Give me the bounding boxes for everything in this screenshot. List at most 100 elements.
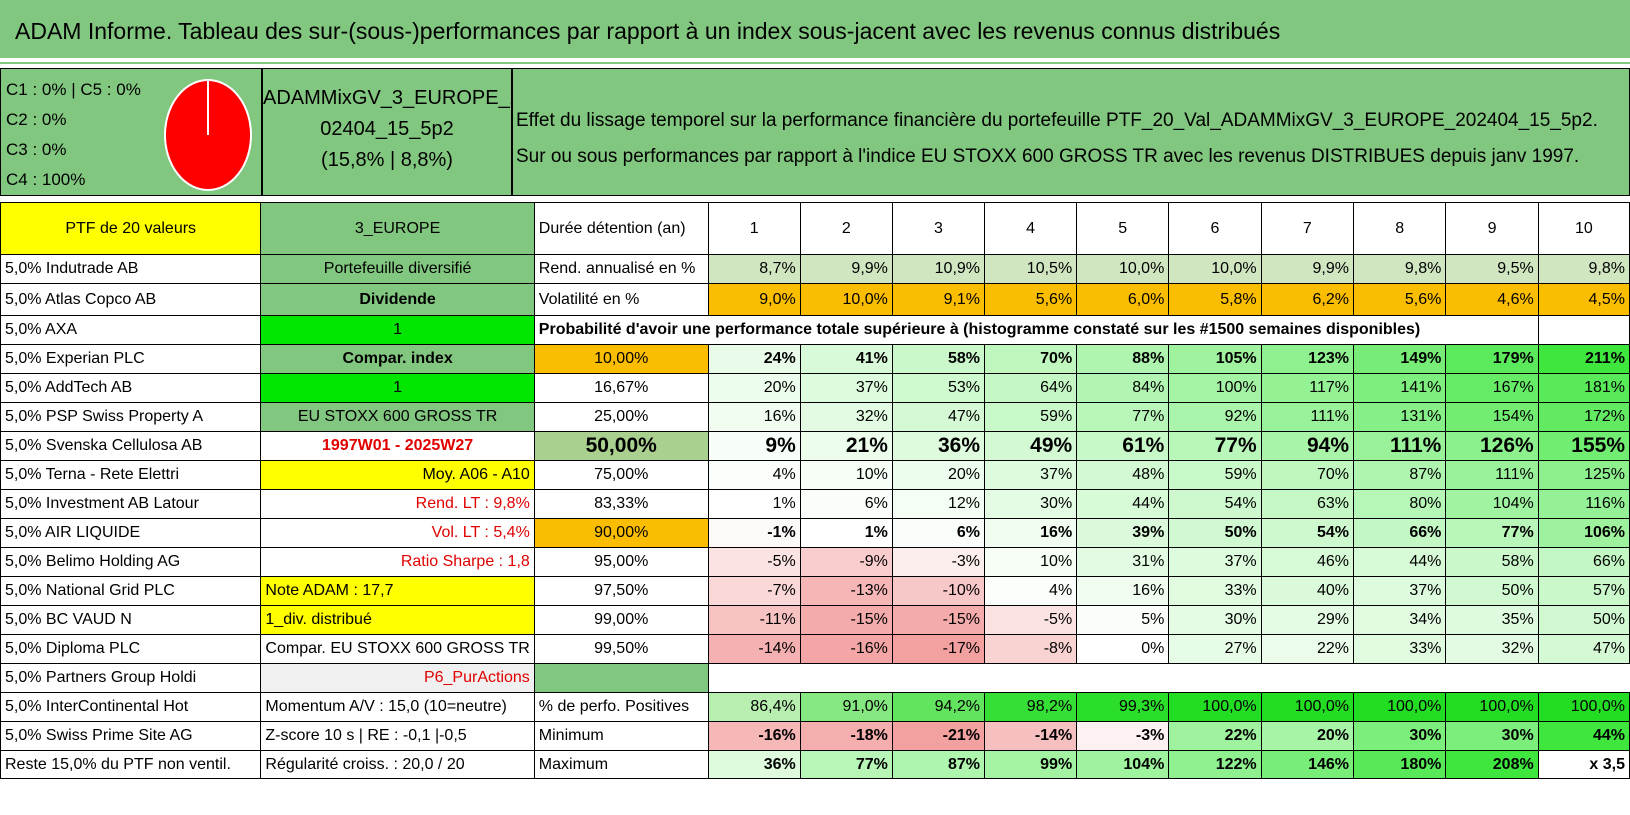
probability-value: 33% [1168,576,1262,606]
portfolio-info-cell: Portefeuille diversifié [260,254,535,284]
probability-value: 10% [799,460,893,490]
holding-row-label: 5,0% Terna - Rete Elettri [0,460,262,490]
table-row: 5,0% Investment AB Latour Rend. LT : 9,8%… [0,489,1630,519]
probability-value: 84% [1076,373,1170,403]
maximum-value: x 3,5 [1537,750,1630,779]
probability-value: 111% [1260,402,1355,432]
year-header: 1 [707,202,801,255]
holding-row-label: 5,0% Diploma PLC [0,634,262,664]
maximum-value: 77% [799,750,893,779]
probability-value: 37% [984,460,1078,490]
probability-value: 50% [1537,605,1630,635]
table-row: 5,0% Swiss Prime Site AG Z-score 10 s | R… [0,721,1630,751]
holding-row-label: 5,0% BC VAUD N [0,605,262,635]
table-row: PTF de 20 valeurs 3_EUROPE Durée détention… [0,202,1630,255]
minimum-value: 22% [1168,721,1262,751]
description-line: Sur ou sous performances par rapport à l… [516,146,1580,167]
probability-threshold: 10,00% [533,344,709,374]
probability-value: -3% [891,547,986,577]
probability-value: 211% [1537,344,1630,374]
probability-value: 70% [1260,460,1355,490]
table-row: 5,0% Atlas Copco AB Dividende Volatilité e… [0,283,1630,316]
probability-value: 64% [984,373,1078,403]
portfolio-info-cell: Moy. A06 - A10 [260,460,535,490]
class-line: C1 : 0% | C5 : 0% [6,80,141,99]
probability-value: -5% [984,605,1078,635]
probability-value: 50% [1445,576,1539,606]
probability-value: -16% [799,634,893,664]
maximum-value: 104% [1076,750,1170,779]
volatility-value: 6,2% [1260,283,1355,316]
holding-row-label: 5,0% National Grid PLC [0,576,262,606]
probability-value: -1% [707,518,801,548]
holding-row-label: 5,0% Atlas Copco AB [0,283,262,316]
probability-threshold: 90,00% [533,518,709,548]
probability-value: 94% [1260,431,1355,461]
holding-row-label: 5,0% AIR LIQUIDE [0,518,262,548]
portfolio-name-panel: ADAMMixGV_3_EUROPE_2 02404_15_5p2 (15,8%… [262,68,521,196]
portfolio-info-cell: 1 [260,315,535,345]
probability-value: 88% [1076,344,1170,374]
probability-value: 105% [1168,344,1262,374]
probability-value: 117% [1260,373,1355,403]
probability-value: 126% [1445,431,1539,461]
probability-value: 49% [984,431,1078,461]
probability-value: 59% [984,402,1078,432]
probability-value: 40% [1260,576,1355,606]
holding-row-label: 5,0% Partners Group Holdi [0,663,262,693]
holding-row-label: 5,0% Belimo Holding AG [0,547,262,577]
positive-perf-value: 94,2% [891,692,986,722]
probability-value: 39% [1076,518,1170,548]
probability-value: 70% [984,344,1078,374]
volatility-value: 10,0% [799,283,893,316]
rend-value: 9,9% [1260,254,1355,284]
holding-row-label: 5,0% AXA [0,315,262,345]
probability-value: -17% [891,634,986,664]
table-row: 5,0% Indutrade AB Portefeuille diversifié… [0,254,1630,284]
positive-perf-value: 86,4% [707,692,801,722]
probability-value: 92% [1168,402,1262,432]
probability-value: 77% [1076,402,1170,432]
minimum-value: 30% [1352,721,1447,751]
minimum-value: -18% [799,721,893,751]
rend-value: 10,9% [891,254,986,284]
table-row: 5,0% AddTech AB 1 16,67% 20% 37% 53% 64% 84% 100… [0,373,1630,403]
holding-row-label: 5,0% Svenska Cellulosa AB [0,431,262,461]
probability-threshold: 99,00% [533,605,709,635]
volatility-value: 4,5% [1537,283,1630,316]
probability-value: 66% [1352,518,1447,548]
table-row: 5,0% Experian PLC Compar. index 10,00% 24% 4… [0,344,1630,374]
probability-value: 59% [1168,460,1262,490]
volatility-label: Volatilité en % [533,283,709,316]
portfolio-info-cell: Note ADAM : 17,7 [260,576,535,606]
probability-value: 57% [1537,576,1630,606]
positive-perf-value: 91,0% [799,692,893,722]
probability-value: -8% [984,634,1078,664]
probability-value: 36% [891,431,986,461]
portfolio-info-cell: Compar. index [260,344,535,374]
rend-value: 9,8% [1537,254,1630,284]
probability-value: 44% [1076,489,1170,519]
probability-value: 12% [891,489,986,519]
probability-threshold: 97,50% [533,576,709,606]
table-row: Reste 15,0% du PTF non ventil. Régularité… [0,750,1630,779]
maximum-value: 208% [1445,750,1539,779]
probability-value: 0% [1076,634,1170,664]
probability-value: 5% [1076,605,1170,635]
probability-value: 6% [799,489,893,519]
probability-value: 9% [707,431,801,461]
probability-value: 1% [707,489,801,519]
probability-value: -15% [799,605,893,635]
probability-value: 22% [1260,634,1355,664]
probability-value: 104% [1445,489,1539,519]
probability-value: 16% [1076,576,1170,606]
probability-value: 155% [1537,431,1630,461]
probability-value: 16% [984,518,1078,548]
probability-threshold: 95,00% [533,547,709,577]
holding-row-label: 5,0% Experian PLC [0,344,262,374]
empty-cell [533,663,709,693]
probability-value: 154% [1445,402,1539,432]
performance-table: PTF de 20 valeurs 3_EUROPE Durée détention… [0,202,1630,779]
probability-value: -15% [891,605,986,635]
empty-cell [708,664,1629,693]
